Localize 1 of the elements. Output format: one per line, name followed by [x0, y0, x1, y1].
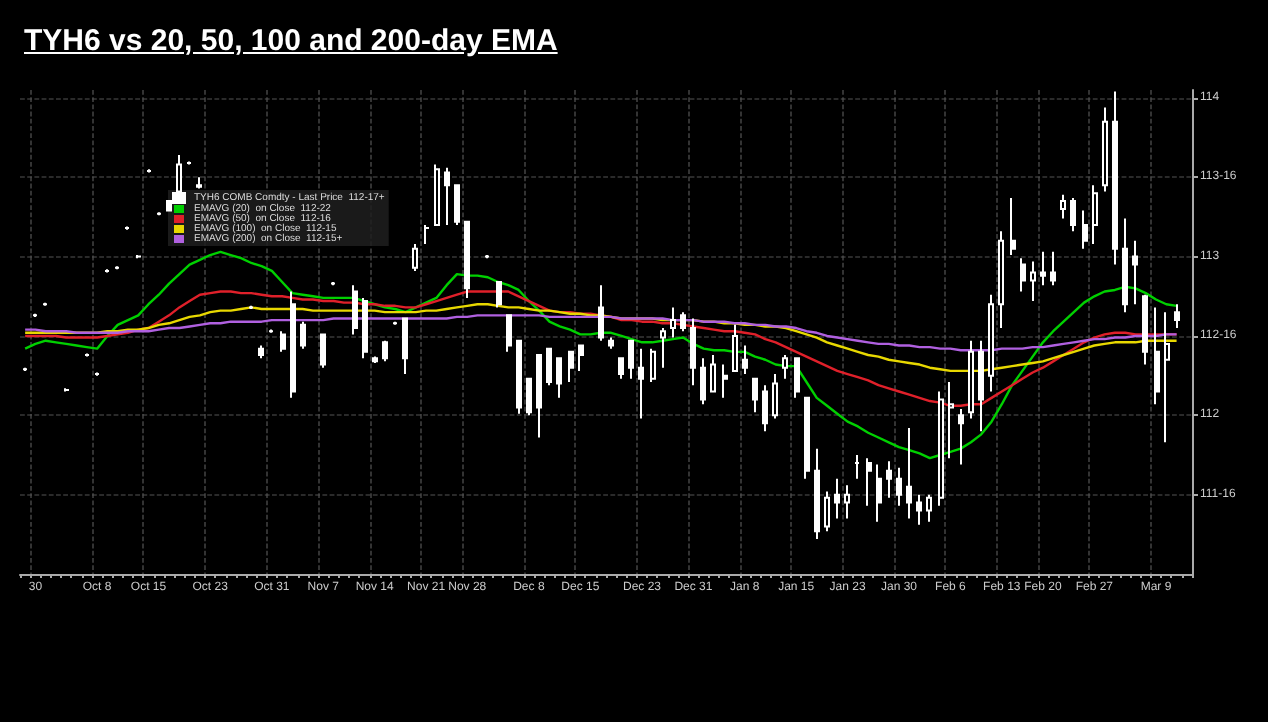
chart-title: TYH6 vs 20, 50, 100 and 200-day EMA — [24, 24, 558, 58]
